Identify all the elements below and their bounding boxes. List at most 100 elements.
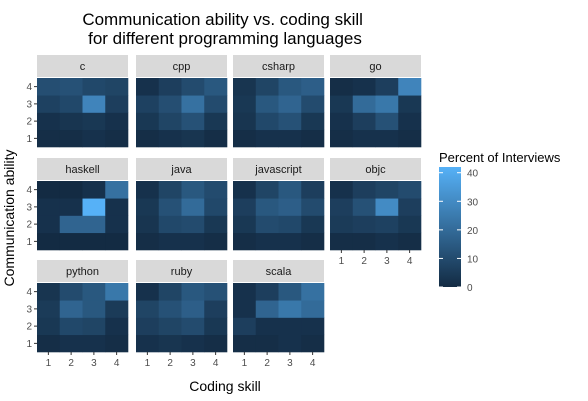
heatmap-cell [301,232,325,251]
heatmap-cell [375,215,399,234]
heatmap-cell [375,129,399,148]
heatmap-cell [105,215,129,234]
heatmap-cell [59,232,83,251]
legend: Percent of Interviews 0 10 20 30 40 [439,150,561,294]
facet-strip-label: c [80,61,86,73]
legend-tick-label: 20 [467,226,479,237]
heatmap-cell [278,95,302,113]
legend-tick-label: 10 [467,254,479,265]
heatmap-cell [398,129,422,148]
heatmap-cell [398,112,422,131]
facet-strip-label: csharp [262,61,295,73]
heatmap-cell [352,78,376,96]
heatmap-cell [352,112,376,131]
heatmap-cell [233,129,257,148]
chart-title-line-1: Communication ability vs. coding skill [82,10,363,29]
facet-panel-go: go [330,55,422,148]
heatmap-cell [59,283,83,301]
heatmap-cell [158,181,182,199]
x-tick-label: 1 [145,358,151,369]
heatmap-cell [82,232,106,251]
x-tick-label: 4 [213,358,219,369]
heatmap-cell [278,300,302,318]
heatmap-cell [352,232,376,251]
facet-strip-label: scala [266,266,293,278]
heatmap-cell [59,317,83,336]
facet-strip-label: javascript [254,164,301,176]
heatmap-cell [301,95,325,113]
heatmap-cell [278,112,302,131]
y-tick-label: 4 [26,82,32,93]
heatmap-cell [233,300,257,318]
heatmap-cell [398,232,422,251]
heatmap-cell [398,78,422,96]
heatmap-cell [181,334,205,353]
heatmap-cell [352,129,376,148]
heatmap-cell [59,198,83,216]
x-tick-label: 4 [310,358,316,369]
heatmap-cell [82,112,106,131]
heatmap-cell [330,95,354,113]
heatmap-cell [105,300,129,318]
heatmap-cell [204,129,228,148]
heatmap-cell [301,300,325,318]
heatmap-cell [59,112,83,131]
facet-strip [233,158,324,180]
heatmap-cell [82,95,106,113]
x-axis-title: Coding skill [189,378,261,394]
heatmap-cell [158,215,182,234]
heatmap-cell [255,283,279,301]
y-tick-label: 1 [26,339,32,350]
heatmap-cell [37,198,61,216]
facet-panel-java: java [136,158,228,251]
heatmap-cell [59,129,83,148]
facet-panels: c cpp csharp go haskell java javascript objc pyt… [37,55,422,353]
facet-strip-label: objc [365,164,386,176]
y-tick-label: 4 [26,287,32,298]
facet-strip-label: cpp [173,61,191,73]
heatmap-cell [278,317,302,336]
heatmap-cell [278,78,302,96]
y-tick-label: 1 [26,134,32,145]
heatmap-cell [105,129,129,148]
heatmap-cell [158,317,182,336]
y-tick-label: 3 [26,99,32,110]
heatmap-cell [105,78,129,96]
heatmap-cell [278,334,302,353]
heatmap-cell [278,232,302,251]
heatmap-cell [59,78,83,96]
heatmap-cell [37,112,61,131]
y-tick-label: 3 [26,202,32,213]
x-tick-label: 4 [114,358,120,369]
heatmap-cell [105,181,129,199]
heatmap-cell [136,334,160,353]
heatmap-cell [59,300,83,318]
heatmap-cell [136,300,160,318]
heatmap-cell [204,334,228,353]
heatmap-cell [105,95,129,113]
facet-panel-scala: scala [233,260,325,353]
facet-strip [136,55,227,77]
heatmap-cell [82,283,106,301]
heatmap-cell [233,78,257,96]
y-axis-title: Communication ability [1,150,17,287]
facet-strip [37,260,128,282]
heatmap-cell [330,232,354,251]
heatmap-cell [398,95,422,113]
heatmap-cell [375,95,399,113]
heatmap-cell [105,317,129,336]
heatmap-cell [255,232,279,251]
heatmap-cell [255,129,279,148]
heatmap-cell [158,232,182,251]
heatmap-cell [136,215,160,234]
facet-strip [330,158,421,180]
x-tick-label: 3 [91,358,97,369]
heatmap-cell [82,198,106,216]
facet-panel-c: c [37,55,129,148]
heatmap-cell [59,181,83,199]
heatmap-cell [233,215,257,234]
heatmap-cell [233,112,257,131]
heatmap-cell [37,283,61,301]
x-tick-label: 3 [287,358,293,369]
heatmap-cell [105,198,129,216]
